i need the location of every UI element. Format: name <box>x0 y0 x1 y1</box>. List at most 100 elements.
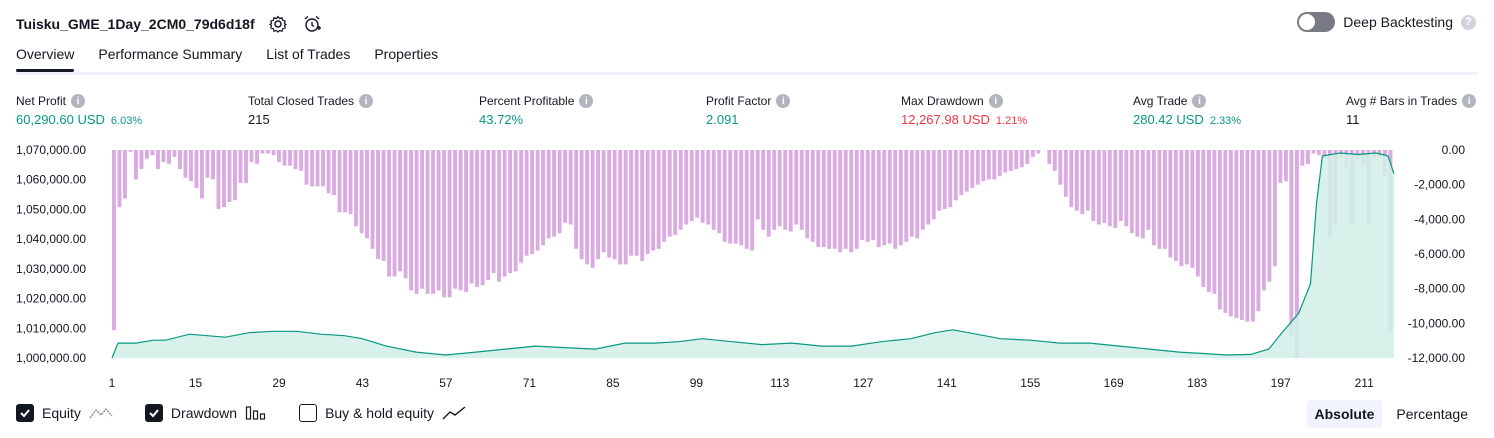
drawdown-bar <box>799 150 804 230</box>
drawdown-bar <box>711 150 716 230</box>
drawdown-bar <box>381 150 386 261</box>
metric-percent: 1.21% <box>995 115 1028 127</box>
left-axis-tick-label: 1,010,000.00 <box>16 321 86 335</box>
drawdown-bar <box>1217 150 1222 310</box>
checkbox-checked-icon[interactable] <box>16 404 34 422</box>
drawdown-bar <box>1030 150 1035 157</box>
drawdown-bar <box>997 150 1002 176</box>
drawdown-bar <box>238 150 243 183</box>
legend-drawdown[interactable]: Drawdown <box>144 404 267 422</box>
drawdown-bar <box>645 150 650 254</box>
drawdown-bar <box>260 150 265 154</box>
drawdown-bar <box>255 150 259 164</box>
tab-properties[interactable]: Properties <box>374 46 439 62</box>
info-icon[interactable]: i <box>1462 94 1477 108</box>
drawdown-bar <box>189 150 193 182</box>
drawdown-bar <box>1173 150 1178 261</box>
drawdown-bar <box>172 150 177 157</box>
drawdown-bar <box>810 150 815 242</box>
chart-legend: Equity Drawdown Buy & hold equity <box>16 404 466 422</box>
drawdown-bar <box>1261 150 1266 291</box>
drawdown-bar <box>1168 150 1173 258</box>
drawdown-bar <box>1113 150 1118 228</box>
info-icon[interactable]: i <box>359 94 374 108</box>
drawdown-bar <box>750 150 755 251</box>
drawdown-bar <box>183 150 188 178</box>
metric-label: Avg Trade <box>1133 94 1188 108</box>
metric-value: 280.42 USD <box>1133 112 1204 127</box>
x-axis-tick-label: 43 <box>356 376 370 390</box>
drawdown-bar <box>211 150 215 180</box>
x-axis-tick-label: 183 <box>1187 376 1207 390</box>
legend-buy-hold[interactable]: Buy & hold equity <box>299 404 466 422</box>
drawdown-bar <box>898 150 903 246</box>
metric-label: Total Closed Trades <box>248 94 355 108</box>
drawdown-bar <box>937 150 942 211</box>
gear-icon[interactable] <box>267 13 289 35</box>
drawdown-bar <box>1316 150 1321 156</box>
drawdown-bar <box>854 150 859 249</box>
tab-list-of-trades[interactable]: List of Trades <box>266 46 351 62</box>
info-icon[interactable]: i <box>776 94 791 108</box>
drawdown-bar <box>656 150 661 249</box>
drawdown-bar <box>766 150 771 237</box>
drawdown-bar <box>486 150 491 280</box>
drawdown-bar <box>733 150 738 244</box>
equity-drawdown-chart[interactable]: 1,070,000.00 1,060,000.00 1,050,000.00 1,04… <box>0 138 1494 396</box>
drawdown-bar <box>1239 150 1244 320</box>
legend-equity[interactable]: Equity <box>16 404 113 422</box>
drawdown-bar <box>161 150 166 163</box>
drawdown-bar <box>590 150 595 268</box>
drawdown-bar <box>139 150 144 170</box>
drawdown-bar <box>838 150 843 253</box>
absolute-button[interactable]: Absolute <box>1306 400 1383 428</box>
percentage-button[interactable]: Percentage <box>1396 406 1468 422</box>
drawdown-bar <box>337 150 342 213</box>
drawdown-bar <box>651 150 656 251</box>
drawdown-bar <box>744 150 749 249</box>
deep-backtesting-toggle[interactable] <box>1297 12 1336 32</box>
left-axis-tick-label: 1,050,000.00 <box>16 202 86 216</box>
drawdown-bar <box>233 150 237 201</box>
drawdown-bar <box>552 150 557 237</box>
tab-overview[interactable]: Overview <box>16 46 75 72</box>
info-icon[interactable]: i <box>579 94 594 108</box>
drawdown-bar <box>1151 150 1156 246</box>
drawdown-bar <box>1294 150 1299 358</box>
drawdown-bar <box>1234 150 1239 319</box>
drawdown-bar <box>816 150 821 248</box>
drawdown-bar <box>1278 150 1283 183</box>
legend-label: Equity <box>42 405 81 421</box>
drawdown-bar <box>1129 150 1134 234</box>
checkbox-unchecked-icon[interactable] <box>299 404 318 422</box>
help-icon[interactable]: ? <box>1461 14 1476 30</box>
metric-value: 60,290.60 USD <box>16 112 105 127</box>
info-icon[interactable]: i <box>988 94 1003 108</box>
drawdown-bar <box>420 150 425 289</box>
drawdown-bar <box>222 150 226 208</box>
drawdown-bar <box>1036 150 1041 154</box>
drawdown-bar <box>1025 150 1030 164</box>
drawdown-bar <box>623 150 628 265</box>
x-axis-tick-label: 169 <box>1104 376 1124 390</box>
drawdown-bar <box>1179 150 1184 267</box>
drawdown-bar <box>667 150 672 237</box>
info-icon[interactable]: i <box>71 94 86 108</box>
drawdown-bar <box>519 150 524 263</box>
deep-backtesting: Deep Backtesting ? <box>1297 12 1476 32</box>
x-axis-tick-label: 57 <box>439 376 453 390</box>
info-icon[interactable]: i <box>1192 94 1207 108</box>
drawdown-bar <box>431 150 436 294</box>
metric-max-drawdown: Max Drawdown i 12,267.98 USD 1.21% <box>901 93 1027 127</box>
drawdown-bar <box>1146 150 1151 230</box>
drawdown-bar <box>783 150 788 230</box>
drawdown-bar <box>1118 150 1123 222</box>
checkbox-checked-icon[interactable] <box>144 404 163 422</box>
tab-performance-summary[interactable]: Performance Summary <box>98 46 243 62</box>
add-alert-icon[interactable] <box>301 13 323 35</box>
right-axis-tick-label: -8,000.00 <box>1414 282 1465 296</box>
metric-percent: 6.03% <box>110 115 143 127</box>
view-mode-switch: Absolute Percentage <box>1306 400 1477 428</box>
metric-label: Profit Factor <box>706 94 772 108</box>
drawdown-bar <box>601 150 606 253</box>
